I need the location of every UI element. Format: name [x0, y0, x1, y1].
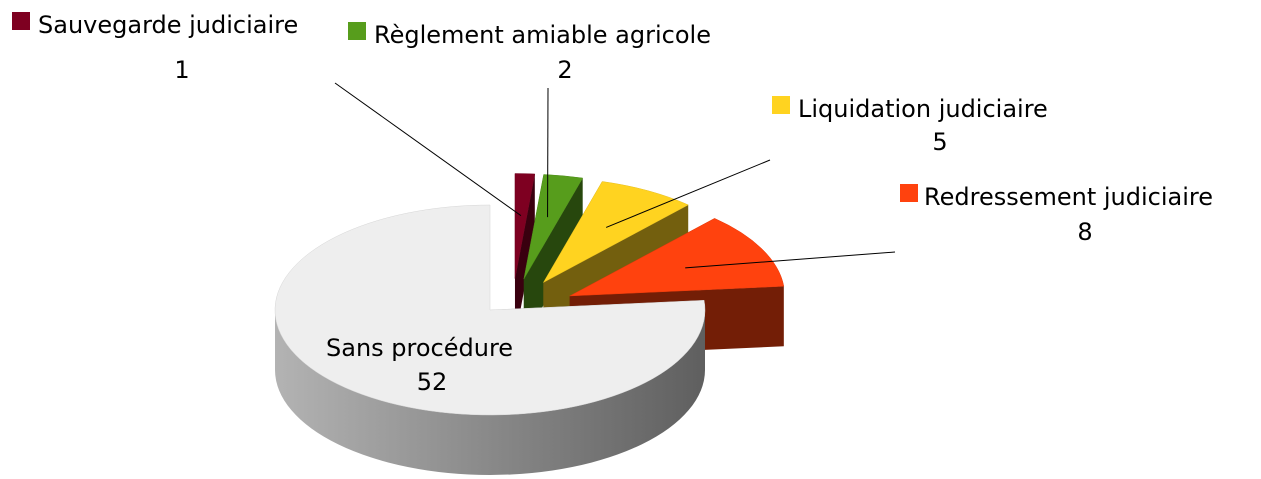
- slice: [514, 173, 536, 339]
- legend-swatch: [300, 333, 318, 351]
- leader-line: [334, 82, 522, 217]
- slice-top: [569, 218, 785, 297]
- slice-label: Redressement judiciaire: [924, 183, 1213, 211]
- slice-label: Sans procédure: [326, 334, 513, 362]
- leader-line: [605, 159, 771, 228]
- slice: [523, 174, 584, 340]
- slice-value: 52: [417, 368, 448, 396]
- slice-value: 2: [557, 56, 572, 84]
- slice-top: [523, 174, 584, 280]
- slice-side: [523, 178, 583, 340]
- slice-top: [542, 181, 689, 284]
- slice-value: 8: [1077, 218, 1092, 246]
- legend-swatch: [12, 12, 30, 30]
- slice-top: [274, 204, 706, 416]
- leader-line: [685, 251, 896, 269]
- legend-swatch: [772, 96, 790, 114]
- slice-value: 5: [932, 128, 947, 156]
- slice-label: Règlement amiable agricole: [374, 21, 711, 49]
- slice-side: [514, 173, 535, 339]
- slice-wall: [275, 310, 705, 475]
- legend-swatch: [900, 184, 918, 202]
- legend-swatch: [348, 22, 366, 40]
- slice: [274, 204, 706, 475]
- slice-top: [514, 173, 536, 279]
- slice-value: 1: [174, 56, 189, 84]
- slice-label: Liquidation judiciaire: [798, 95, 1048, 123]
- slice-label: Sauvegarde judiciaire: [38, 11, 298, 39]
